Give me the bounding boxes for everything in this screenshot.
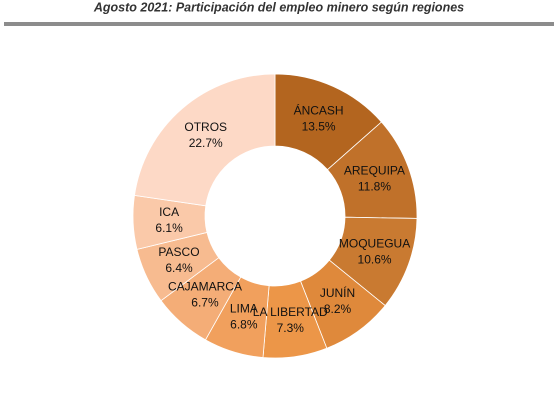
slice-name: JUNÍN (320, 285, 355, 300)
slice-name: LA LIBERTAD (253, 305, 328, 319)
slice-name: LIMA (230, 301, 258, 315)
slice-name: AREQUIPA (344, 164, 405, 178)
slice-name: ÁNCASH (294, 103, 344, 118)
slice (134, 73, 276, 207)
slice-name: MOQUEGUA (339, 237, 410, 251)
slice-value-label: 6.7% (191, 296, 219, 310)
slice-value-label: 6.4% (165, 261, 193, 275)
slice-value-label: 10.6% (358, 253, 392, 267)
chart-title: Agosto 2021: Participación del empleo mi… (93, 0, 464, 14)
labels: ÁNCASH 13.5% AREQUIPA 11.8% MOQUEGUA 10.6% JUN… (155, 103, 410, 336)
donut (132, 73, 418, 359)
slice-value-label: 11.8% (358, 180, 391, 194)
slice-name: OTROS (184, 120, 227, 134)
slice-value-label: 13.5% (302, 120, 336, 134)
slice-value-label: 6.1% (155, 221, 183, 235)
slice-value-label: 7.3% (277, 321, 305, 335)
title-rule (4, 22, 554, 26)
slice-value-label: 8.2% (324, 302, 352, 316)
slice-value-label: 6.8% (230, 317, 258, 331)
slice-name: ICA (159, 205, 179, 219)
slice-name: PASCO (158, 245, 199, 259)
slice-value-label: 22.7% (189, 136, 223, 150)
slice-name: CAJAMARCA (168, 280, 242, 294)
